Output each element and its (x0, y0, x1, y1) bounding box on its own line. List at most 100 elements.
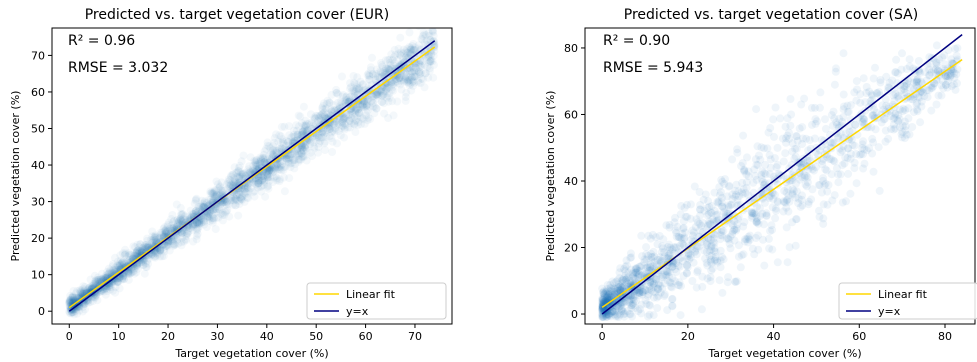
scatter-point (241, 185, 249, 193)
scatter-point (244, 165, 253, 174)
scatter-point (416, 79, 425, 88)
scatter-point (299, 147, 308, 155)
scatter-point (638, 288, 647, 296)
scatter-point (143, 256, 152, 265)
scatter-point (111, 275, 119, 284)
scatter-point (937, 91, 946, 100)
scatter-point (358, 79, 367, 88)
scatter-point (239, 169, 248, 178)
scatter-point (151, 253, 160, 262)
scatter-point (285, 122, 293, 131)
y-tick-label: 70 (31, 49, 45, 62)
scatter-point (155, 234, 164, 243)
scatter-point (891, 68, 900, 77)
scatter-point (212, 186, 221, 195)
scatter-point (260, 147, 269, 156)
scatter-point (87, 292, 96, 301)
scatter-point (178, 217, 187, 226)
scatter-point (197, 201, 206, 210)
scatter-point (273, 163, 282, 172)
scatter-point (308, 125, 317, 134)
scatter-point (237, 194, 246, 203)
scatter-point (79, 295, 88, 304)
scatter-point (254, 179, 263, 187)
scatter-point (752, 218, 761, 227)
scatter-point (642, 243, 651, 252)
scatter-point (127, 268, 136, 277)
scatter-point (683, 200, 691, 209)
scatter-point (202, 210, 211, 219)
scatter-point (424, 51, 433, 60)
scatter-point (238, 195, 247, 204)
scatter-point (719, 255, 728, 264)
scatter-point (153, 247, 161, 256)
scatter-point (306, 110, 315, 119)
scatter-point (405, 53, 413, 62)
scatter-point (235, 186, 244, 195)
scatter-point (276, 175, 284, 184)
scatter-point (252, 162, 261, 171)
scatter-point (254, 176, 263, 185)
scatter-point (89, 291, 97, 300)
scatter-point (402, 48, 411, 57)
scatter-point (141, 243, 150, 251)
scatter-point (336, 131, 345, 140)
scatter-point (167, 221, 176, 230)
scatter-point (279, 166, 288, 174)
scatter-point (143, 242, 152, 251)
scatter-point (897, 130, 906, 139)
scatter-point (927, 106, 936, 115)
scatter-point (393, 75, 402, 84)
scatter-point (81, 285, 90, 294)
scatter-point (177, 216, 186, 225)
scatter-point (171, 233, 180, 242)
scatter-point (222, 198, 231, 206)
scatter-point (301, 116, 310, 125)
scatter-point (66, 291, 75, 300)
scatter-point (350, 90, 359, 98)
scatter-point (318, 127, 327, 136)
scatter-point (103, 287, 112, 295)
scatter-point (106, 266, 115, 275)
scatter-point (913, 107, 922, 116)
scatter-point (164, 240, 172, 249)
scatter-point (752, 105, 761, 114)
scatter-point (238, 172, 247, 181)
scatter-point (131, 243, 140, 252)
scatter-point (769, 115, 778, 124)
scatter-point (218, 186, 227, 195)
scatter-point (172, 225, 181, 234)
scatter-point (297, 130, 306, 139)
scatter-point (397, 59, 406, 68)
scatter-point (912, 78, 921, 87)
scatter-point (703, 274, 712, 283)
scatter-point (264, 166, 273, 175)
scatter-point (306, 148, 315, 157)
scatter-point (151, 248, 160, 257)
scatter-point (345, 105, 353, 114)
scatter-point (203, 207, 212, 216)
scatter-point (199, 202, 208, 211)
scatter-point (285, 151, 294, 160)
scatter-point (341, 96, 350, 105)
scatter-point (371, 69, 380, 78)
scatter-point (319, 128, 328, 136)
scatter-point (752, 175, 761, 184)
scatter-point (159, 224, 168, 233)
scatter-point (191, 196, 200, 205)
scatter-point (275, 163, 283, 172)
scatter-point (361, 94, 369, 103)
scatter-point (210, 187, 219, 196)
scatter-point (362, 101, 371, 110)
scatter-point (259, 171, 268, 180)
scatter-point (340, 119, 349, 128)
scatter-point (358, 100, 367, 109)
scatter-point (324, 113, 333, 122)
scatter-point (404, 76, 413, 85)
scatter-point (205, 213, 214, 222)
scatter-point (426, 57, 435, 66)
scatter-point (716, 246, 725, 255)
scatter-point (382, 93, 391, 102)
scatter-point (199, 203, 208, 212)
scatter-point (325, 116, 334, 125)
